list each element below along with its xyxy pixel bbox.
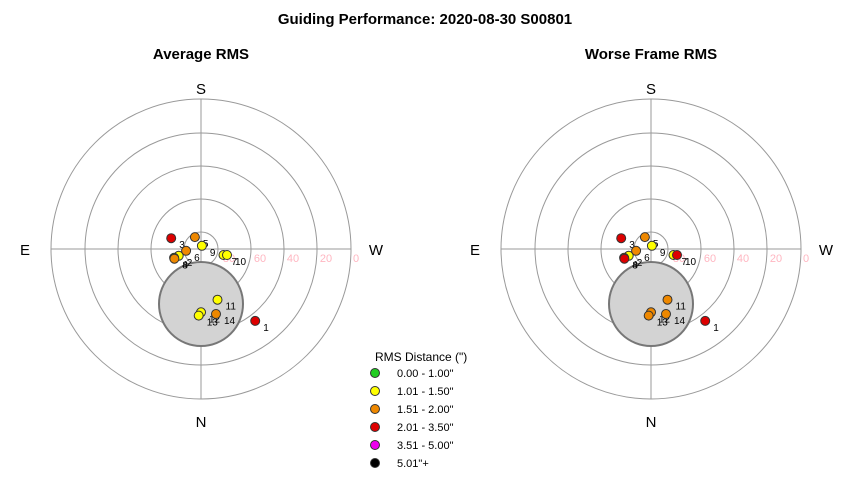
data-point-label-9: 9 xyxy=(660,248,666,259)
direction-west: W xyxy=(819,242,834,259)
data-point-14 xyxy=(661,309,671,319)
data-point-9 xyxy=(646,240,657,251)
data-point-label-8: 8 xyxy=(182,261,188,272)
legend-title: RMS Distance (") xyxy=(375,350,467,364)
data-point-label-10: 10 xyxy=(235,257,247,268)
data-point-label-1: 1 xyxy=(713,323,719,334)
data-point-label-6: 6 xyxy=(194,253,200,264)
data-point-label-1: 1 xyxy=(263,323,269,334)
panel-worse-frame-rms: Worse Frame RMS806040200SNEW123456789101… xyxy=(470,46,834,431)
direction-north: N xyxy=(646,414,657,431)
data-point-label-7: 7 xyxy=(682,257,688,268)
legend-item-label: 1.51 - 2.00" xyxy=(397,404,454,416)
altitude-tick-label: 0 xyxy=(353,253,359,265)
data-point-label-8: 8 xyxy=(632,261,638,272)
direction-south: S xyxy=(196,81,206,98)
direction-north: N xyxy=(196,414,207,431)
moon-disc xyxy=(158,261,244,347)
data-point-label-12: 12 xyxy=(659,314,671,325)
direction-east: E xyxy=(470,242,480,259)
altitude-tick-label: 20 xyxy=(320,253,332,265)
data-point-label-4: 4 xyxy=(632,260,638,271)
data-point-14 xyxy=(211,309,221,319)
legend-swatch xyxy=(370,404,380,414)
data-point-3 xyxy=(616,233,627,244)
altitude-tick-label: 40 xyxy=(737,253,749,265)
panel-title: Worse Frame RMS xyxy=(585,46,717,63)
direction-east: E xyxy=(20,242,30,259)
data-point-6 xyxy=(631,245,642,256)
data-point-5 xyxy=(639,232,650,243)
data-point-label-14: 14 xyxy=(674,316,686,327)
data-point-8 xyxy=(169,253,180,264)
data-point-label-14: 14 xyxy=(224,316,236,327)
legend-swatch xyxy=(370,422,380,432)
data-point-label-6: 6 xyxy=(644,253,650,264)
altitude-tick-label: 0 xyxy=(803,253,809,265)
legend-item-label: 3.51 - 5.00" xyxy=(397,440,454,452)
data-point-label-3: 3 xyxy=(629,240,635,251)
chart-title: Guiding Performance: 2020-08-30 S00801 xyxy=(278,11,572,28)
data-point-label-11: 11 xyxy=(676,302,687,313)
legend-item-label: 0.00 - 1.00" xyxy=(397,368,454,380)
data-point-label-7: 7 xyxy=(232,257,238,268)
data-point-13 xyxy=(193,310,204,321)
panel-title: Average RMS xyxy=(153,46,249,63)
legend-item-label: 5.01"+ xyxy=(397,458,429,470)
data-point-10 xyxy=(222,250,232,260)
data-point-label-9: 9 xyxy=(210,248,216,259)
data-point-1 xyxy=(700,315,711,326)
data-point-9 xyxy=(196,240,207,251)
data-point-13 xyxy=(643,310,654,321)
altitude-tick-label: 20 xyxy=(770,253,782,265)
data-point-11 xyxy=(662,294,673,305)
data-point-8 xyxy=(619,253,630,264)
legend-item-label: 2.01 - 3.50" xyxy=(397,422,454,434)
data-point-label-13: 13 xyxy=(657,318,669,329)
data-point-3 xyxy=(166,233,177,244)
legend-swatch xyxy=(370,368,380,378)
panel-average-rms: Average RMS806040200SNEW1234567891011121… xyxy=(20,46,384,431)
data-point-6 xyxy=(181,245,192,256)
data-point-label-13: 13 xyxy=(207,318,219,329)
altitude-tick-label: 40 xyxy=(287,253,299,265)
legend: RMS Distance (") 0.00 - 1.00" 1.01 - 1.50… xyxy=(370,350,467,470)
altitude-tick-label: 60 xyxy=(704,253,716,265)
data-point-label-10: 10 xyxy=(685,257,697,268)
legend-swatch xyxy=(370,386,380,396)
data-point-label-2: 2 xyxy=(187,258,193,269)
data-point-label-2: 2 xyxy=(637,258,643,269)
direction-west: W xyxy=(369,242,384,259)
moon-disc xyxy=(608,261,694,347)
legend-swatch xyxy=(370,458,380,468)
altitude-tick-label: 60 xyxy=(254,253,266,265)
legend-swatch xyxy=(370,440,380,450)
data-point-5 xyxy=(189,232,200,243)
data-point-1 xyxy=(250,315,261,326)
data-point-label-3: 3 xyxy=(179,240,185,251)
data-point-label-4: 4 xyxy=(182,260,188,271)
data-point-label-12: 12 xyxy=(209,314,221,325)
direction-south: S xyxy=(646,81,656,98)
data-point-label-11: 11 xyxy=(226,302,237,313)
legend-item-label: 1.01 - 1.50" xyxy=(397,386,454,398)
data-point-11 xyxy=(212,294,223,305)
data-point-10 xyxy=(672,250,682,260)
